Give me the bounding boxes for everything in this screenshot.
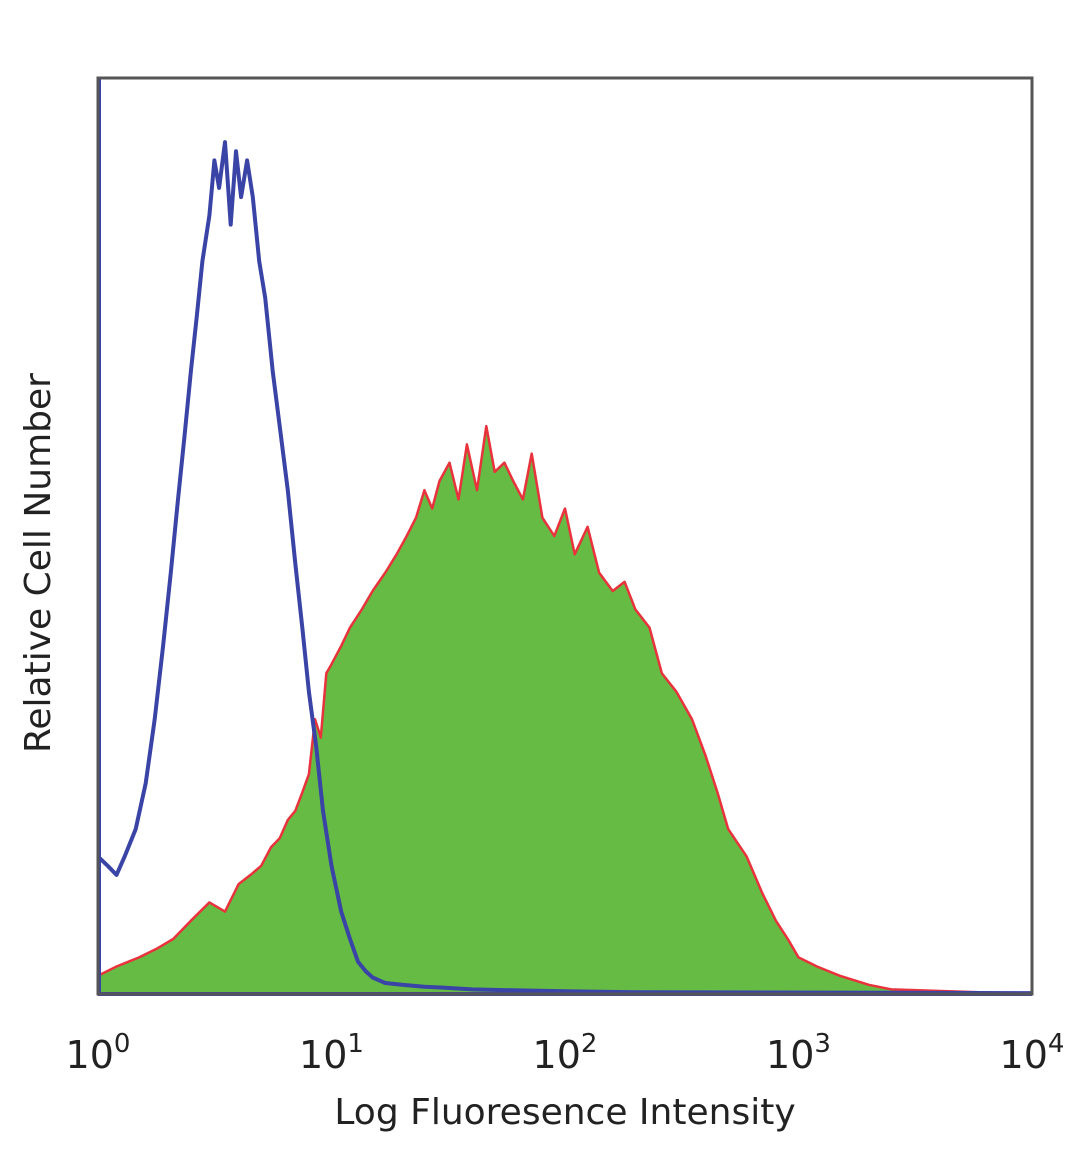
plot-area <box>96 78 1033 996</box>
x-tick-label-2: 102 <box>533 1029 598 1077</box>
x-tick-base: 10 <box>66 1033 114 1077</box>
x-axis-title: Log Fluoresence Intensity <box>334 1092 795 1133</box>
x-axis-ticks: 100 101 102 103 104 <box>66 1029 1065 1077</box>
x-tick-base: 10 <box>533 1033 581 1077</box>
control-histogram-line <box>96 140 1033 996</box>
y-axis-title: Relative Cell Number <box>18 373 59 753</box>
x-tick-label-3: 103 <box>766 1029 831 1077</box>
stained-sample-outline <box>97 424 1033 996</box>
x-tick-base: 10 <box>299 1033 347 1077</box>
x-tick-base: 10 <box>766 1033 814 1077</box>
x-tick-exponent: 2 <box>581 1029 598 1059</box>
x-tick-exponent: 0 <box>114 1029 131 1059</box>
plot-frame <box>96 76 1034 996</box>
stained-sample-area <box>98 426 1032 995</box>
x-tick-exponent: 3 <box>814 1029 831 1059</box>
x-tick-label-0: 100 <box>66 1029 131 1077</box>
x-tick-label-1: 101 <box>299 1029 364 1077</box>
x-tick-exponent: 1 <box>347 1029 364 1059</box>
x-tick-base: 10 <box>1000 1033 1048 1077</box>
x-tick-label-4: 104 <box>1000 1029 1065 1077</box>
x-tick-exponent: 4 <box>1048 1029 1065 1059</box>
